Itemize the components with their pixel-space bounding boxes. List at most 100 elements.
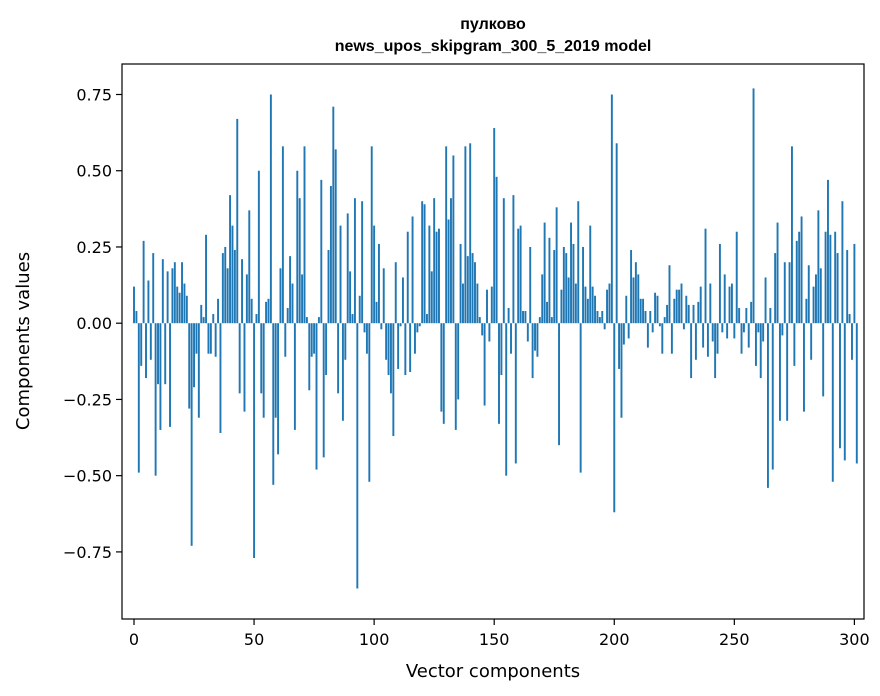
chart-subtitle: news_upos_skipgram_300_5_2019 model xyxy=(335,38,652,55)
bar xyxy=(618,323,621,369)
bar xyxy=(281,146,284,324)
bar xyxy=(212,314,215,324)
bar xyxy=(382,268,385,324)
bar xyxy=(298,198,301,324)
bar xyxy=(498,323,500,424)
bar xyxy=(766,323,769,488)
bar xyxy=(195,323,198,354)
bar xyxy=(145,323,147,379)
bar xyxy=(421,201,424,324)
bar xyxy=(843,323,846,461)
bar xyxy=(478,317,481,324)
bar xyxy=(137,323,140,473)
x-tick-label: 100 xyxy=(359,630,390,649)
bar xyxy=(486,289,488,324)
y-tick-label: −0.50 xyxy=(63,467,112,486)
bar xyxy=(613,323,616,513)
bar xyxy=(678,289,681,324)
y-tick-label: 0.00 xyxy=(76,314,112,333)
bar xyxy=(313,323,316,354)
bar xyxy=(257,170,260,324)
bar xyxy=(430,271,433,324)
bar xyxy=(709,283,712,324)
bars-group xyxy=(133,88,858,589)
bar xyxy=(610,94,613,324)
bar xyxy=(344,323,347,360)
bar xyxy=(245,274,248,324)
bar xyxy=(517,228,520,324)
bar xyxy=(176,286,179,324)
bar xyxy=(317,317,320,324)
bar xyxy=(349,271,352,324)
bar xyxy=(694,323,697,360)
bar xyxy=(267,298,270,324)
bar xyxy=(286,307,289,324)
bar xyxy=(586,298,589,324)
bar xyxy=(855,323,858,464)
bar xyxy=(716,323,719,354)
bar xyxy=(241,259,244,324)
bar xyxy=(819,268,822,324)
bar xyxy=(197,323,200,418)
bar xyxy=(622,323,625,345)
bar xyxy=(502,198,505,324)
bar xyxy=(714,323,717,379)
bar xyxy=(370,146,373,324)
bar xyxy=(594,295,597,324)
bar xyxy=(764,277,767,324)
bar xyxy=(464,146,467,324)
bar xyxy=(291,283,294,324)
bar xyxy=(803,323,805,412)
bar xyxy=(269,94,272,324)
bar xyxy=(140,323,143,366)
bar xyxy=(157,323,159,385)
bar xyxy=(255,314,258,324)
bar xyxy=(149,323,152,360)
bar xyxy=(810,323,813,360)
bar xyxy=(394,262,397,324)
bar xyxy=(209,323,212,354)
bar xyxy=(620,323,623,418)
bar xyxy=(846,250,849,324)
bar xyxy=(786,323,789,421)
bar xyxy=(310,323,313,357)
bar xyxy=(171,268,174,324)
bar xyxy=(601,311,604,324)
bar xyxy=(562,246,565,324)
bar xyxy=(474,262,476,324)
bar xyxy=(572,243,575,324)
bar xyxy=(747,323,750,348)
bar xyxy=(831,323,834,482)
plot-frame xyxy=(121,63,865,620)
bar xyxy=(598,317,601,324)
bar xyxy=(738,307,741,324)
bar xyxy=(781,323,784,336)
bar xyxy=(289,256,292,324)
bar xyxy=(704,228,707,324)
bar xyxy=(322,323,325,458)
bar xyxy=(668,265,671,324)
bar xyxy=(646,323,649,348)
bar xyxy=(301,274,304,324)
bar xyxy=(353,198,356,324)
bar xyxy=(793,323,796,366)
bar xyxy=(169,323,171,427)
bar xyxy=(262,323,265,418)
bar xyxy=(442,323,445,424)
bar xyxy=(510,323,512,354)
bar xyxy=(658,323,661,327)
bar xyxy=(675,289,678,324)
bar xyxy=(829,234,832,324)
bar xyxy=(253,323,256,559)
bar xyxy=(630,250,633,324)
bar xyxy=(265,301,268,324)
bar xyxy=(558,323,560,446)
bar xyxy=(608,283,611,324)
bar xyxy=(229,195,232,324)
bar xyxy=(531,323,534,379)
bar xyxy=(745,307,748,324)
bar xyxy=(723,274,726,324)
bar xyxy=(783,262,786,324)
bar xyxy=(692,304,695,324)
bar xyxy=(718,243,721,324)
